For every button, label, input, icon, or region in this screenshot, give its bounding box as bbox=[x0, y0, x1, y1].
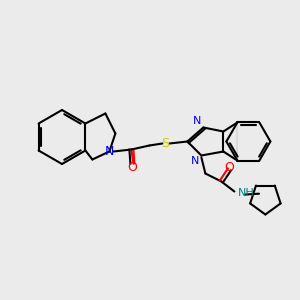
Text: NH: NH bbox=[237, 188, 254, 199]
Text: O: O bbox=[224, 161, 234, 174]
Text: N: N bbox=[105, 145, 114, 158]
Text: S: S bbox=[161, 137, 169, 150]
Text: O: O bbox=[128, 161, 137, 174]
Text: N: N bbox=[193, 116, 201, 127]
Text: N: N bbox=[191, 157, 200, 166]
